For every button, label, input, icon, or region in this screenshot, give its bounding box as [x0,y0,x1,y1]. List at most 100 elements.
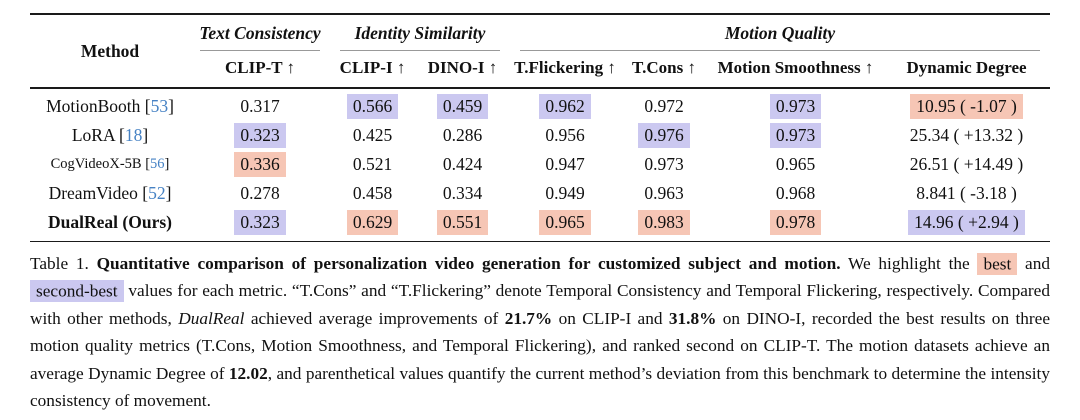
value-cell: 0.317 [190,94,330,119]
metric-value: 0.947 [545,153,585,174]
metric-value: 0.336 [234,151,286,177]
method-name: DualReal (Ours) [48,211,172,232]
table-row-dreamvideo: DreamVideo [52] 0.278 0.458 0.334 0.949 … [30,179,1050,208]
metric-value: 0.965 [775,153,816,174]
method-column-header: Method [80,40,140,61]
value-cell: 0.334 [415,181,510,206]
value-cell: 0.965 [510,209,620,235]
method-name: LoRA [18] [71,124,149,145]
caption-text: and [1017,254,1051,273]
caption-bold-stat: 21.7% [504,308,553,328]
value-cell: 0.286 [415,123,510,148]
metric-header-t-cons: T.Cons ↑ [632,58,696,77]
metric-value: 0.424 [442,153,483,174]
metric-value: 0.963 [644,182,684,203]
metric-value: 8.841 ( -3.18 ) [916,182,1017,203]
value-cell: 0.968 [708,181,883,206]
metric-value: 0.973 [644,153,684,174]
citation-link[interactable]: 53 [150,95,169,116]
value-cell: 0.949 [510,181,620,206]
value-cell: 0.336 [190,151,330,177]
metric-value: 0.965 [539,209,591,235]
value-cell: 0.973 [708,122,883,148]
value-cell: 0.973 [620,152,708,177]
metric-value: 0.286 [442,124,483,145]
metric-value: 0.334 [442,182,483,203]
metric-value: 0.317 [240,95,280,116]
value-cell: 0.947 [510,152,620,177]
citation-bracket: ] [165,182,172,203]
results-table: Method Text Consistency Identity Similar… [30,13,1050,242]
metric-value: 0.976 [638,122,690,148]
group-label: Text Consistency [199,23,321,43]
metric-value: 0.566 [346,93,399,119]
metric-value: 0.323 [234,122,286,148]
group-label: Motion Quality [724,23,836,43]
citation-bracket: [ [145,155,151,172]
value-cell: 14.96 ( +2.94 ) [883,209,1050,235]
value-cell: 0.551 [415,209,510,235]
metric-value: 0.968 [775,182,816,203]
value-cell: 0.424 [415,152,510,177]
value-cell: 25.34 ( +13.32 ) [883,123,1050,148]
metric-value: 0.962 [539,93,591,119]
value-cell: 0.963 [620,181,708,206]
citation-bracket: ] [168,95,174,116]
value-cell: 0.566 [330,93,415,119]
table-body: MotionBooth [53] 0.317 0.566 0.459 0.962… [30,89,1050,241]
caption-text: values for each metric. “T.Cons” and “T.… [30,281,1050,328]
citation-bracket: ] [164,155,170,172]
value-cell: 0.965 [708,152,883,177]
value-cell: 0.972 [620,94,708,119]
metric-value: 0.459 [436,93,489,119]
metric-value: 0.973 [769,93,822,119]
value-cell: 8.841 ( -3.18 ) [883,181,1050,206]
citation-link[interactable]: 18 [124,124,143,145]
metric-value: 26.51 ( +14.49 ) [909,153,1024,174]
value-cell: 0.629 [330,209,415,235]
metric-value: 10.95 ( -1.07 ) [910,93,1023,119]
table-caption: Table 1. Quantitative comparison of pers… [30,250,1050,414]
metric-value: 0.956 [545,124,585,145]
metric-value: 0.458 [352,182,393,203]
caption-text: on DINO-I, recorded the best results on … [30,308,1050,383]
value-cell: 0.956 [510,123,620,148]
value-cell: 0.459 [415,93,510,119]
method-name: DreamVideo [52] [48,182,172,203]
value-cell: 0.962 [510,93,620,119]
caption-text: We highlight the [840,254,978,273]
metric-header-dino-i: DINO-I ↑ [427,58,498,77]
table-bottom-rule [30,240,1050,242]
table-top-rule [30,13,1050,15]
caption-highlight-best: best [977,252,1018,275]
value-cell: 10.95 ( -1.07 ) [883,93,1050,119]
table-row-lora: LoRA [18] 0.323 0.425 0.286 0.956 0.976 … [30,121,1050,150]
metric-value: 0.972 [644,95,684,116]
table-row-motionbooth: MotionBooth [53] 0.317 0.566 0.459 0.962… [30,92,1050,121]
value-cell: 0.521 [330,152,415,177]
caption-bold-title: Quantitative comparison of personalizati… [96,254,841,273]
value-cell: 0.978 [708,209,883,235]
metric-value: 14.96 ( +2.94 ) [908,209,1025,235]
citation-link[interactable]: 52 [148,182,166,203]
value-cell: 0.973 [708,93,883,119]
metric-value: 0.949 [545,182,585,203]
group-underline [340,50,500,51]
caption-method-name: DualReal [178,308,245,328]
metric-header-t-flickering: T.Flickering ↑ [514,58,616,77]
metric-value: 0.973 [769,122,822,148]
citation-bracket: [ [144,95,151,116]
method-name: CogVideoX-5B [56] [50,155,170,172]
caption-text: , and parenthetical values quantify the … [30,363,1051,411]
caption-bold-stat: 12.02 [228,363,268,383]
metric-value: 25.34 ( +13.32 ) [909,124,1024,145]
caption-bold-stat: 31.8% [668,308,717,328]
citation-link[interactable]: 56 [150,155,165,172]
group-underline [520,50,1040,51]
group-header-motion-quality: Motion Quality [510,15,1050,51]
caption-label: Table 1. [30,254,97,273]
value-cell: 0.278 [190,181,330,206]
group-header-identity-similarity: Identity Similarity [330,15,510,51]
value-cell: 0.976 [620,122,708,148]
citation-bracket: [ [119,124,125,145]
